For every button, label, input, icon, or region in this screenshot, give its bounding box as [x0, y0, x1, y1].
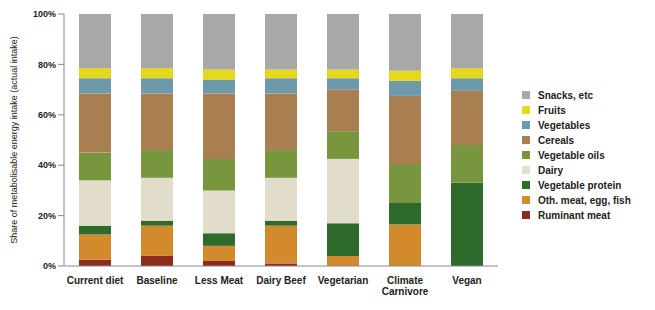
svg-text:100%: 100% [33, 9, 56, 19]
svg-text:40%: 40% [38, 160, 56, 170]
svg-text:Share of metabolisable energy: Share of metabolisable energy intake (ac… [9, 36, 19, 244]
html-text:Vegetable oils: Vegetable oils [538, 149, 605, 161]
svg-text:80%: 80% [38, 60, 56, 70]
svg-text:Vegan: Vegan [452, 275, 481, 286]
svg-text:60%: 60% [38, 110, 56, 120]
svg-text:Dairy Beef: Dairy Beef [256, 275, 306, 286]
svg-text:Carnivore: Carnivore [382, 286, 429, 297]
html-text:Snacks, etc: Snacks, etc [538, 89, 593, 101]
html-text:Ruminant meat: Ruminant meat [538, 209, 611, 221]
svg-text:0%: 0% [43, 261, 56, 271]
svg-text:20%: 20% [38, 211, 56, 221]
html-text:Dairy: Dairy [538, 164, 563, 176]
html-text:Fruits: Fruits [538, 104, 566, 116]
svg-text:Climate: Climate [387, 275, 424, 286]
html-text:Oth. meat, egg, fish: Oth. meat, egg, fish [538, 194, 631, 206]
html-text:Vegetables: Vegetables [538, 119, 591, 131]
html-text:Vegetable protein: Vegetable protein [538, 179, 622, 191]
html-text:Cereals: Cereals [538, 134, 575, 146]
svg-text:Baseline: Baseline [136, 275, 178, 286]
svg-text:Vegetarian: Vegetarian [318, 275, 369, 286]
svg-text:Less Meat: Less Meat [195, 275, 244, 286]
svg-text:Current diet: Current diet [67, 275, 124, 286]
